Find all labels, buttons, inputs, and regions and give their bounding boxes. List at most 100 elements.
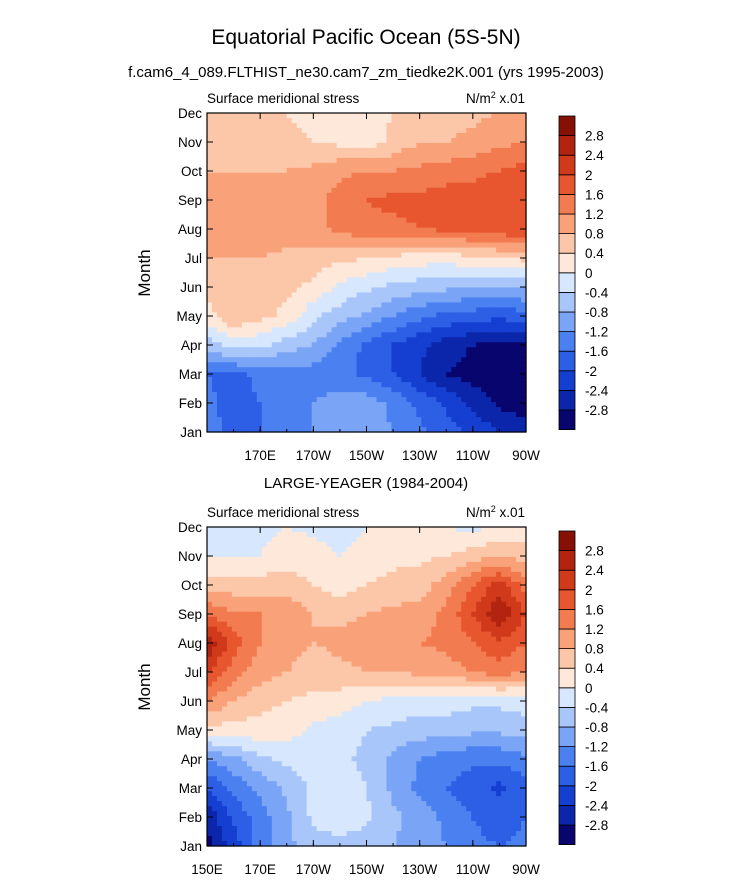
heatmap-cell [221,317,228,323]
heatmap-cell [251,556,258,563]
heatmap-cell [456,571,462,578]
heatmap-cell [286,317,293,323]
heatmap-cell [521,427,527,433]
heatmap-cell [501,227,507,234]
heatmap-cell [496,262,502,269]
heatmap-cell [446,147,452,154]
heatmap-cell [271,581,278,588]
heatmap-cell [226,422,233,428]
heatmap-cell [286,232,293,239]
heatmap-cell [226,177,233,184]
heatmap-cell [366,217,373,224]
heatmap-cell [426,132,432,139]
heatmap-cell [506,277,512,284]
heatmap-cell [266,167,273,174]
heatmap-cell [431,327,437,333]
heatmap-cell [466,551,472,558]
heatmap-cell [436,117,442,124]
heatmap-cell [411,337,417,343]
heatmap-cell [311,172,318,179]
heatmap-cell [296,556,303,563]
heatmap-cell [256,282,263,289]
heatmap-cell [216,127,223,134]
heatmap-cell [316,272,323,279]
heatmap-cell [286,287,293,294]
heatmap-cell [491,113,497,119]
heatmap-cell [296,182,303,189]
heatmap-cell [426,307,432,313]
heatmap-cell [271,237,278,244]
heatmap-cell [376,427,383,433]
heatmap-cell [296,561,303,568]
heatmap-cell [466,177,472,184]
heatmap-cell [501,177,507,184]
heatmap-cell [421,262,427,269]
heatmap-cell [246,122,253,129]
heatmap-cell [241,382,248,388]
heatmap-cell [231,427,238,433]
heatmap-cell [276,337,283,343]
heatmap-cell [221,362,228,368]
heatmap-cell [356,172,363,179]
heatmap-cell [501,581,507,588]
heatmap-cell [391,556,397,563]
heatmap-cell [356,327,363,333]
heatmap-cell [396,227,402,234]
heatmap-cell [406,312,412,318]
heatmap-cell [326,212,333,219]
heatmap-cell [356,352,363,358]
heatmap-cell [431,247,437,254]
heatmap-cell [246,352,253,358]
heatmap-cell [291,172,298,179]
heatmap-cell [371,297,378,303]
heatmap-cell [481,576,487,583]
heatmap-cell [336,342,343,348]
heatmap-cell [356,117,363,124]
heatmap-cell [401,232,407,239]
heatmap-cell [446,282,452,289]
colorbar-swatch [558,252,576,274]
heatmap-cell [286,402,293,408]
heatmap-cell [351,182,358,189]
heatmap-cell [246,292,253,299]
heatmap-cell [306,262,313,269]
heatmap-cell [351,427,358,433]
heatmap-cell [441,531,447,538]
heatmap-cell [271,392,278,398]
heatmap-cell [386,272,393,279]
heatmap-cell [321,541,328,548]
heatmap-cell [386,172,393,179]
heatmap-cell [366,172,373,179]
heatmap-cell [281,127,288,134]
heatmap-cell [331,546,338,553]
heatmap-cell [366,392,373,398]
heatmap-cell [306,287,313,294]
heatmap-cell [216,117,223,124]
heatmap-cell [296,422,303,428]
heatmap-cell [316,546,323,553]
heatmap-cell [241,287,248,294]
heatmap-cell [416,407,422,413]
heatmap-cell [426,387,432,393]
heatmap-cell [376,122,383,129]
heatmap-cell [336,372,343,378]
heatmap-cell [411,352,417,358]
heatmap-cell [356,167,363,174]
heatmap-cell [481,142,487,149]
heatmap-cell [381,182,388,189]
heatmap-cell [266,237,273,244]
heatmap-cell [336,402,343,408]
heatmap-cell [296,352,303,358]
heatmap-cell [231,252,238,259]
heatmap-cell [456,272,462,279]
heatmap-cell [221,372,228,378]
heatmap-cell [426,531,432,538]
heatmap-cell [416,222,422,229]
heatmap-cell [441,127,447,134]
heatmap-cell [441,142,447,149]
heatmap-cell [246,531,253,538]
heatmap-cell [271,113,278,119]
heatmap-cell [356,152,363,159]
heatmap-cell [216,192,223,199]
heatmap-cell [491,177,497,184]
